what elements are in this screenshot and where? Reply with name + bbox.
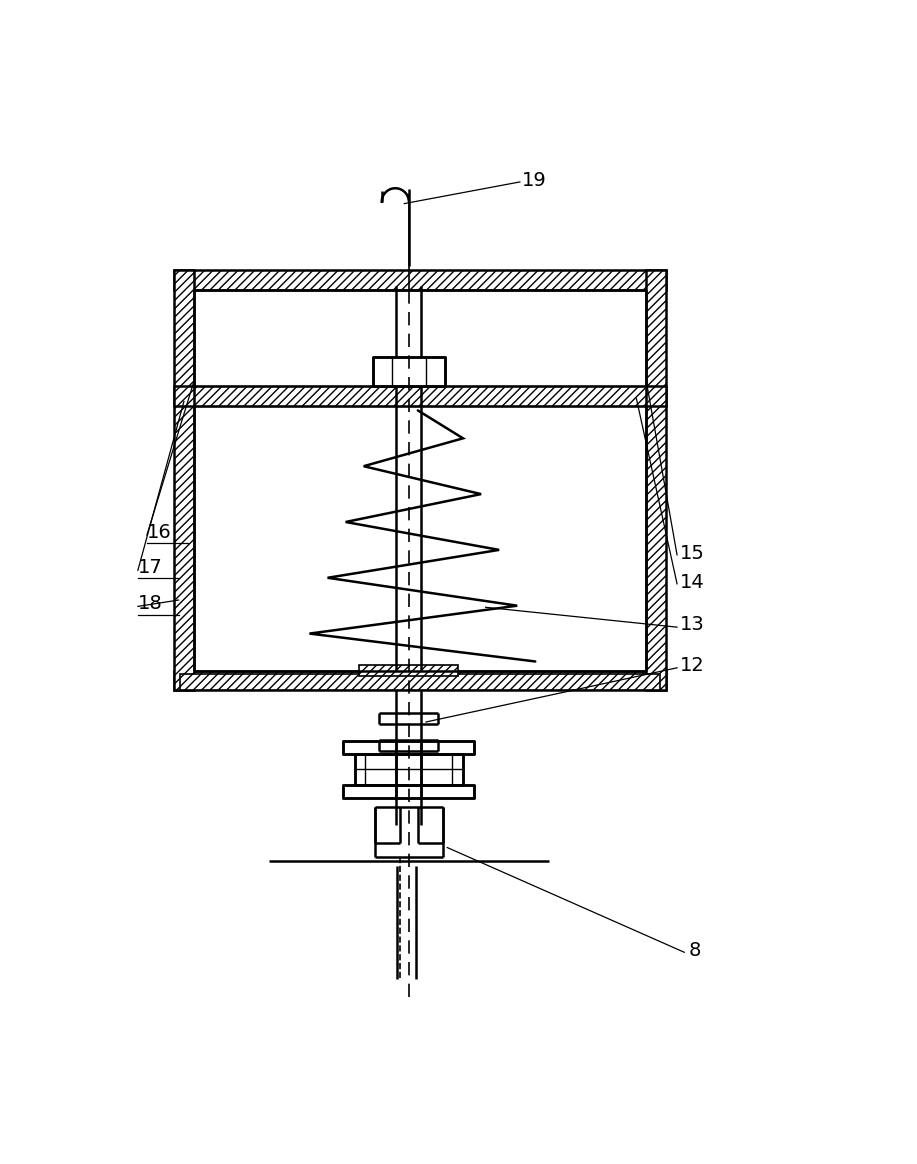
Bar: [646, 270, 667, 690]
Bar: [174, 270, 667, 290]
Bar: [174, 670, 667, 690]
Text: 12: 12: [679, 655, 704, 675]
Text: 17: 17: [138, 558, 162, 577]
Text: 14: 14: [679, 573, 704, 591]
Bar: [372, 357, 445, 386]
Bar: [174, 386, 667, 406]
Bar: [343, 786, 474, 797]
Text: 18: 18: [138, 594, 162, 613]
Bar: [359, 665, 458, 676]
Text: 8: 8: [689, 941, 702, 960]
Text: 15: 15: [679, 544, 704, 562]
Text: 19: 19: [522, 171, 547, 190]
Bar: [180, 674, 660, 690]
Bar: [355, 753, 463, 786]
Text: 16: 16: [147, 523, 171, 541]
Bar: [343, 741, 474, 753]
Bar: [174, 270, 193, 690]
Text: 13: 13: [679, 615, 704, 634]
